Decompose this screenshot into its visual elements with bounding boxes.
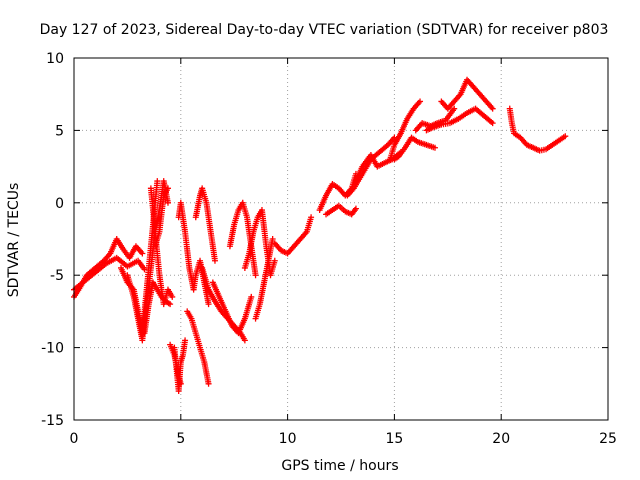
y-axis-label: SDTVAR / TECUs [6,183,22,298]
data-point-marker [241,337,248,344]
data-point-marker [154,178,161,185]
data-point-marker [562,133,569,140]
y-tick-label: -5 [50,268,64,284]
data-point-marker [271,257,278,264]
data-point-marker [252,272,259,279]
data-point-marker [205,301,212,308]
data-point-marker [141,266,148,273]
y-tick-label: 5 [55,123,64,139]
data-point-marker [182,337,189,344]
y-tick-label: -15 [41,413,64,429]
y-tick-label: 10 [46,51,64,67]
data-point-marker [211,257,218,264]
y-tick-label: -10 [41,341,64,357]
chart-title: Day 127 of 2023, Sidereal Day-to-day VTE… [40,22,609,38]
x-tick-label: 0 [70,431,79,447]
x-axis-label: GPS time / hours [281,458,398,474]
y-tick-label: 0 [55,196,64,212]
data-point-marker [248,293,255,300]
data-point-marker [164,185,171,192]
data-point-marker [269,236,276,242]
data-point-marker [431,144,438,151]
data-point-marker [164,199,171,206]
x-tick-label: 20 [492,431,510,447]
data-point-marker [139,250,146,257]
data-point-marker [169,293,176,300]
data-point-marker [167,301,174,308]
data-point-marker [352,205,359,212]
data-point-marker [308,214,315,221]
axis-ticks-layer: 0 5 10 15 20 25 -15 -10 -5 0 5 10 [41,51,617,447]
data-point-marker [451,105,458,112]
data-point-marker [489,105,496,112]
x-tick-label: 5 [176,431,185,447]
plot-frame [73,57,609,421]
data-point-marker [489,120,496,127]
data-points-layer [71,76,569,395]
data-point-marker [177,380,184,387]
x-tick-label: 25 [599,431,617,447]
data-point-marker [205,380,212,387]
x-tick-label: 10 [279,431,297,447]
x-tick-label: 15 [385,431,403,447]
data-point-marker [417,98,424,105]
